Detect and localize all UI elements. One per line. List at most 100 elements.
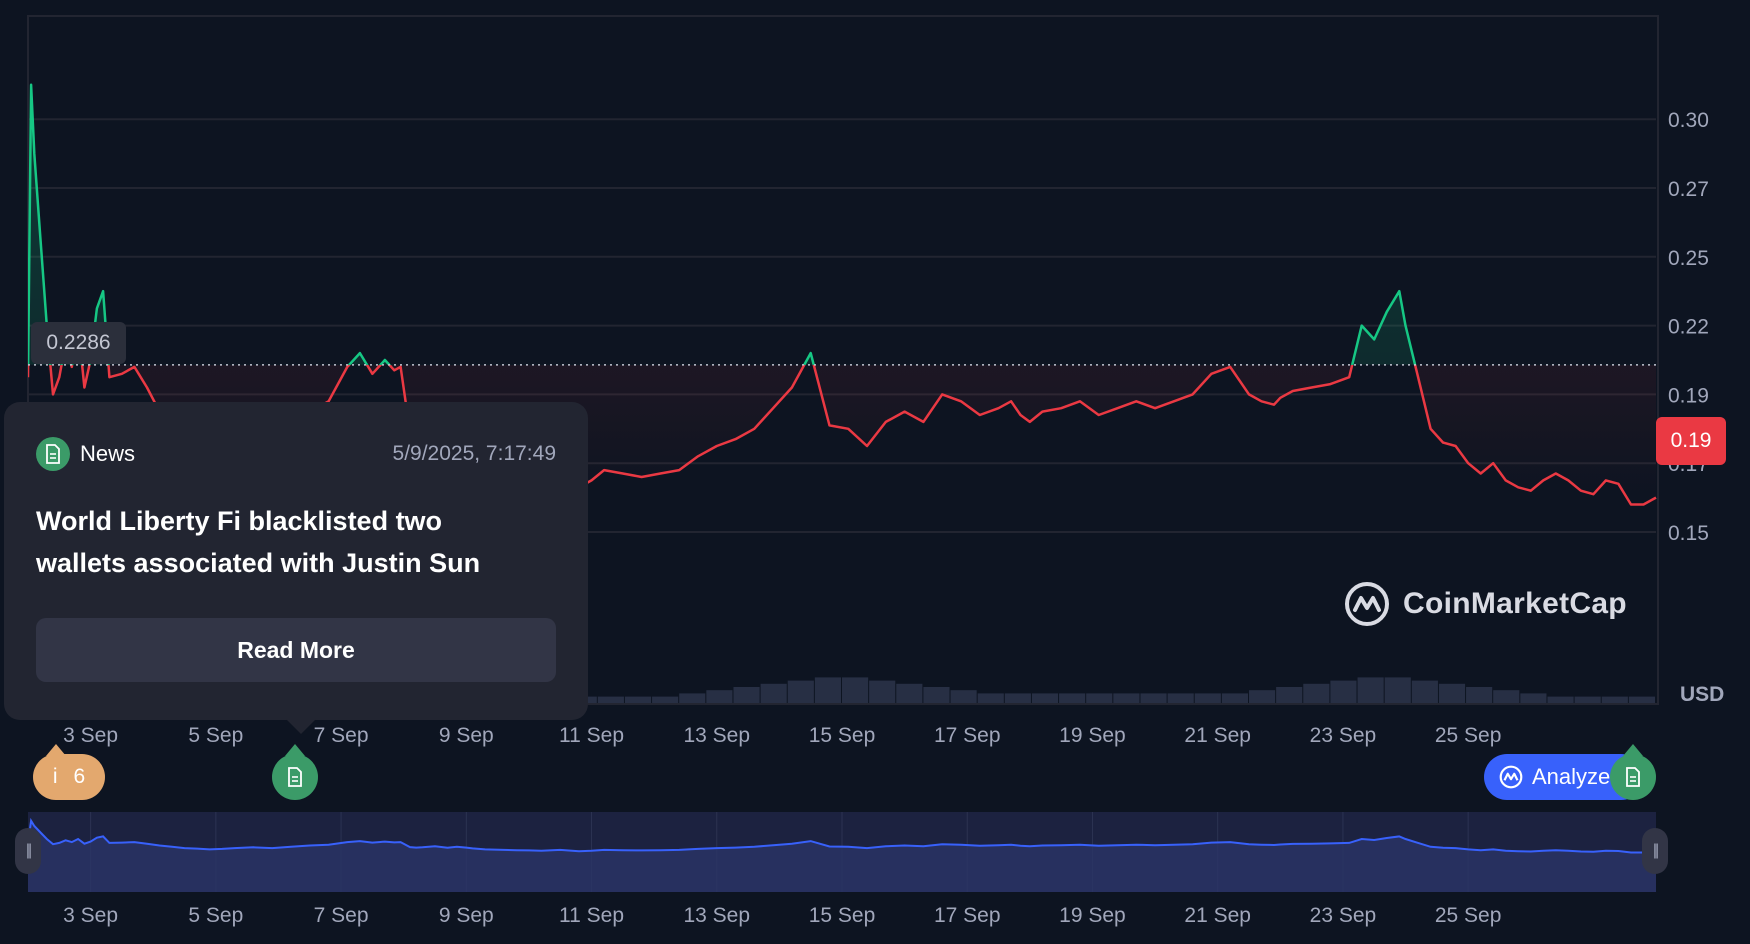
down-area	[28, 364, 1656, 505]
navigator[interactable]: 3 Sep 5 Sep 7 Sep 9 Sep 11 Sep 13 Sep 15 Sep 17…	[27, 812, 1657, 927]
x-tick-label: 25 Sep	[1435, 724, 1502, 747]
tooltip-pointer	[286, 719, 316, 734]
info-marker[interactable]: i 6	[33, 744, 105, 800]
document-icon	[288, 767, 302, 787]
volume-bar	[1031, 693, 1059, 703]
x-tick-label: 7 Sep	[314, 724, 369, 747]
volume-bar	[1547, 696, 1574, 703]
y-tick-label: 0.30	[1668, 109, 1709, 132]
navigator-x-tick-label: 21 Sep	[1184, 904, 1251, 927]
navigator-x-tick-label: 19 Sep	[1059, 904, 1126, 927]
volume-bar	[1384, 677, 1411, 703]
volume-bar	[1628, 696, 1655, 703]
navigator-x-tick-label: 25 Sep	[1435, 904, 1502, 927]
volume-bar	[950, 690, 977, 703]
coinmarketcap-watermark: CoinMarketCap	[1343, 580, 1627, 628]
document-icon	[1626, 767, 1640, 787]
x-tick-label: 23 Sep	[1310, 724, 1377, 747]
x-tick-label: 19 Sep	[1059, 724, 1126, 747]
document-icon	[36, 437, 70, 471]
volume-bar	[1113, 693, 1140, 703]
y-tick-label: 0.22	[1668, 316, 1709, 339]
reference-price-label: 0.2286	[31, 322, 126, 364]
volume-bar	[1004, 693, 1031, 703]
volume-bar	[1520, 693, 1547, 703]
volume-bar	[842, 677, 869, 703]
marker-pin	[285, 744, 305, 756]
volume-bar	[1276, 687, 1303, 703]
x-axis: 3 Sep 5 Sep 7 Sep 9 Sep 11 Sep 13 Sep 15 Sep 17…	[63, 724, 1501, 747]
volume-bar	[1357, 677, 1384, 703]
navigator-x-tick-label: 3 Sep	[63, 904, 118, 927]
analyze-label: Analyze	[1532, 764, 1611, 789]
y-tick-label: 0.27	[1668, 178, 1709, 201]
current-price-label: 0.19	[1656, 417, 1726, 465]
x-tick-label: 9 Sep	[439, 724, 494, 747]
volume-bar	[597, 696, 624, 703]
volume-bar	[1601, 696, 1628, 703]
volume-bar	[1221, 693, 1248, 703]
navigator-x-tick-label: 9 Sep	[439, 904, 494, 927]
navigator-x-tick-label: 5 Sep	[188, 904, 243, 927]
info-count: 6	[73, 765, 86, 788]
volume-bar	[624, 696, 652, 703]
volume-bar	[1140, 693, 1167, 703]
price-area	[28, 84, 1656, 505]
y-tick-label: 0.19	[1668, 384, 1709, 407]
navigator-x-tick-label: 23 Sep	[1310, 904, 1377, 927]
x-tick-label: 21 Sep	[1184, 724, 1251, 747]
navigator-line	[27, 817, 1657, 854]
navigator-area	[28, 820, 1656, 892]
navigator-x-tick-label: 13 Sep	[683, 904, 750, 927]
volume-bar	[869, 680, 896, 703]
volume-bar	[1493, 690, 1520, 703]
x-tick-label: 17 Sep	[934, 724, 1001, 747]
tooltip-timestamp: 5/9/2025, 7:17:49	[392, 442, 556, 465]
marker-pin	[46, 744, 66, 756]
navigator-left-handle[interactable]: ||	[15, 828, 41, 874]
read-more-button[interactable]: Read More	[36, 618, 556, 682]
volume-bar	[1411, 680, 1438, 703]
volume-bar	[977, 693, 1004, 703]
volume-bar	[1330, 680, 1357, 703]
x-tick-label: 11 Sep	[559, 724, 624, 747]
news-tooltip: News 5/9/2025, 7:17:49 World Liberty Fi …	[4, 402, 588, 734]
x-tick-label: 13 Sep	[683, 724, 750, 747]
volume-bar	[679, 693, 706, 703]
x-tick-label: 3 Sep	[63, 724, 118, 747]
volume-bar	[760, 683, 787, 703]
volume-bar	[1086, 693, 1113, 703]
news-marker[interactable]	[272, 744, 318, 800]
volume-bar	[1438, 683, 1466, 703]
volume-bar	[1574, 696, 1601, 703]
navigator-x-tick-label: 11 Sep	[559, 904, 624, 927]
volume-bar	[787, 680, 814, 703]
volume-bar	[1249, 690, 1276, 703]
coinmarketcap-logo-icon	[1345, 582, 1389, 626]
y-tick-label: 0.25	[1668, 247, 1709, 270]
marker-pin	[1623, 744, 1643, 756]
volume-bar	[1194, 693, 1221, 703]
volume-bar	[1167, 693, 1194, 703]
y-axis: 0.300.270.250.220.190.170.15	[1668, 109, 1709, 545]
volume-bar	[1059, 693, 1086, 703]
volume-bar	[896, 683, 923, 703]
tooltip-headline: World Liberty Fi blacklisted two wallets…	[36, 506, 481, 578]
navigator-x-tick-label: 7 Sep	[314, 904, 369, 927]
currency-label: USD	[1680, 683, 1725, 706]
volume-bar	[706, 690, 733, 703]
volume-bar	[923, 687, 950, 703]
navigator-x-tick-label: 15 Sep	[809, 904, 876, 927]
volume-bar	[733, 687, 760, 703]
info-icon: i	[52, 765, 58, 788]
x-tick-label: 15 Sep	[809, 724, 876, 747]
volume-bar	[1466, 687, 1493, 703]
navigator-right-handle[interactable]: ||	[1642, 828, 1668, 874]
y-tick-label: 0.15	[1668, 522, 1709, 545]
x-tick-label: 5 Sep	[188, 724, 243, 747]
news-marker[interactable]	[1610, 744, 1656, 800]
coinmarketcap-logo-icon	[1499, 765, 1523, 789]
volume-bar	[1303, 683, 1330, 703]
watermark-text: CoinMarketCap	[1403, 587, 1627, 620]
tooltip-source: News	[80, 441, 136, 466]
